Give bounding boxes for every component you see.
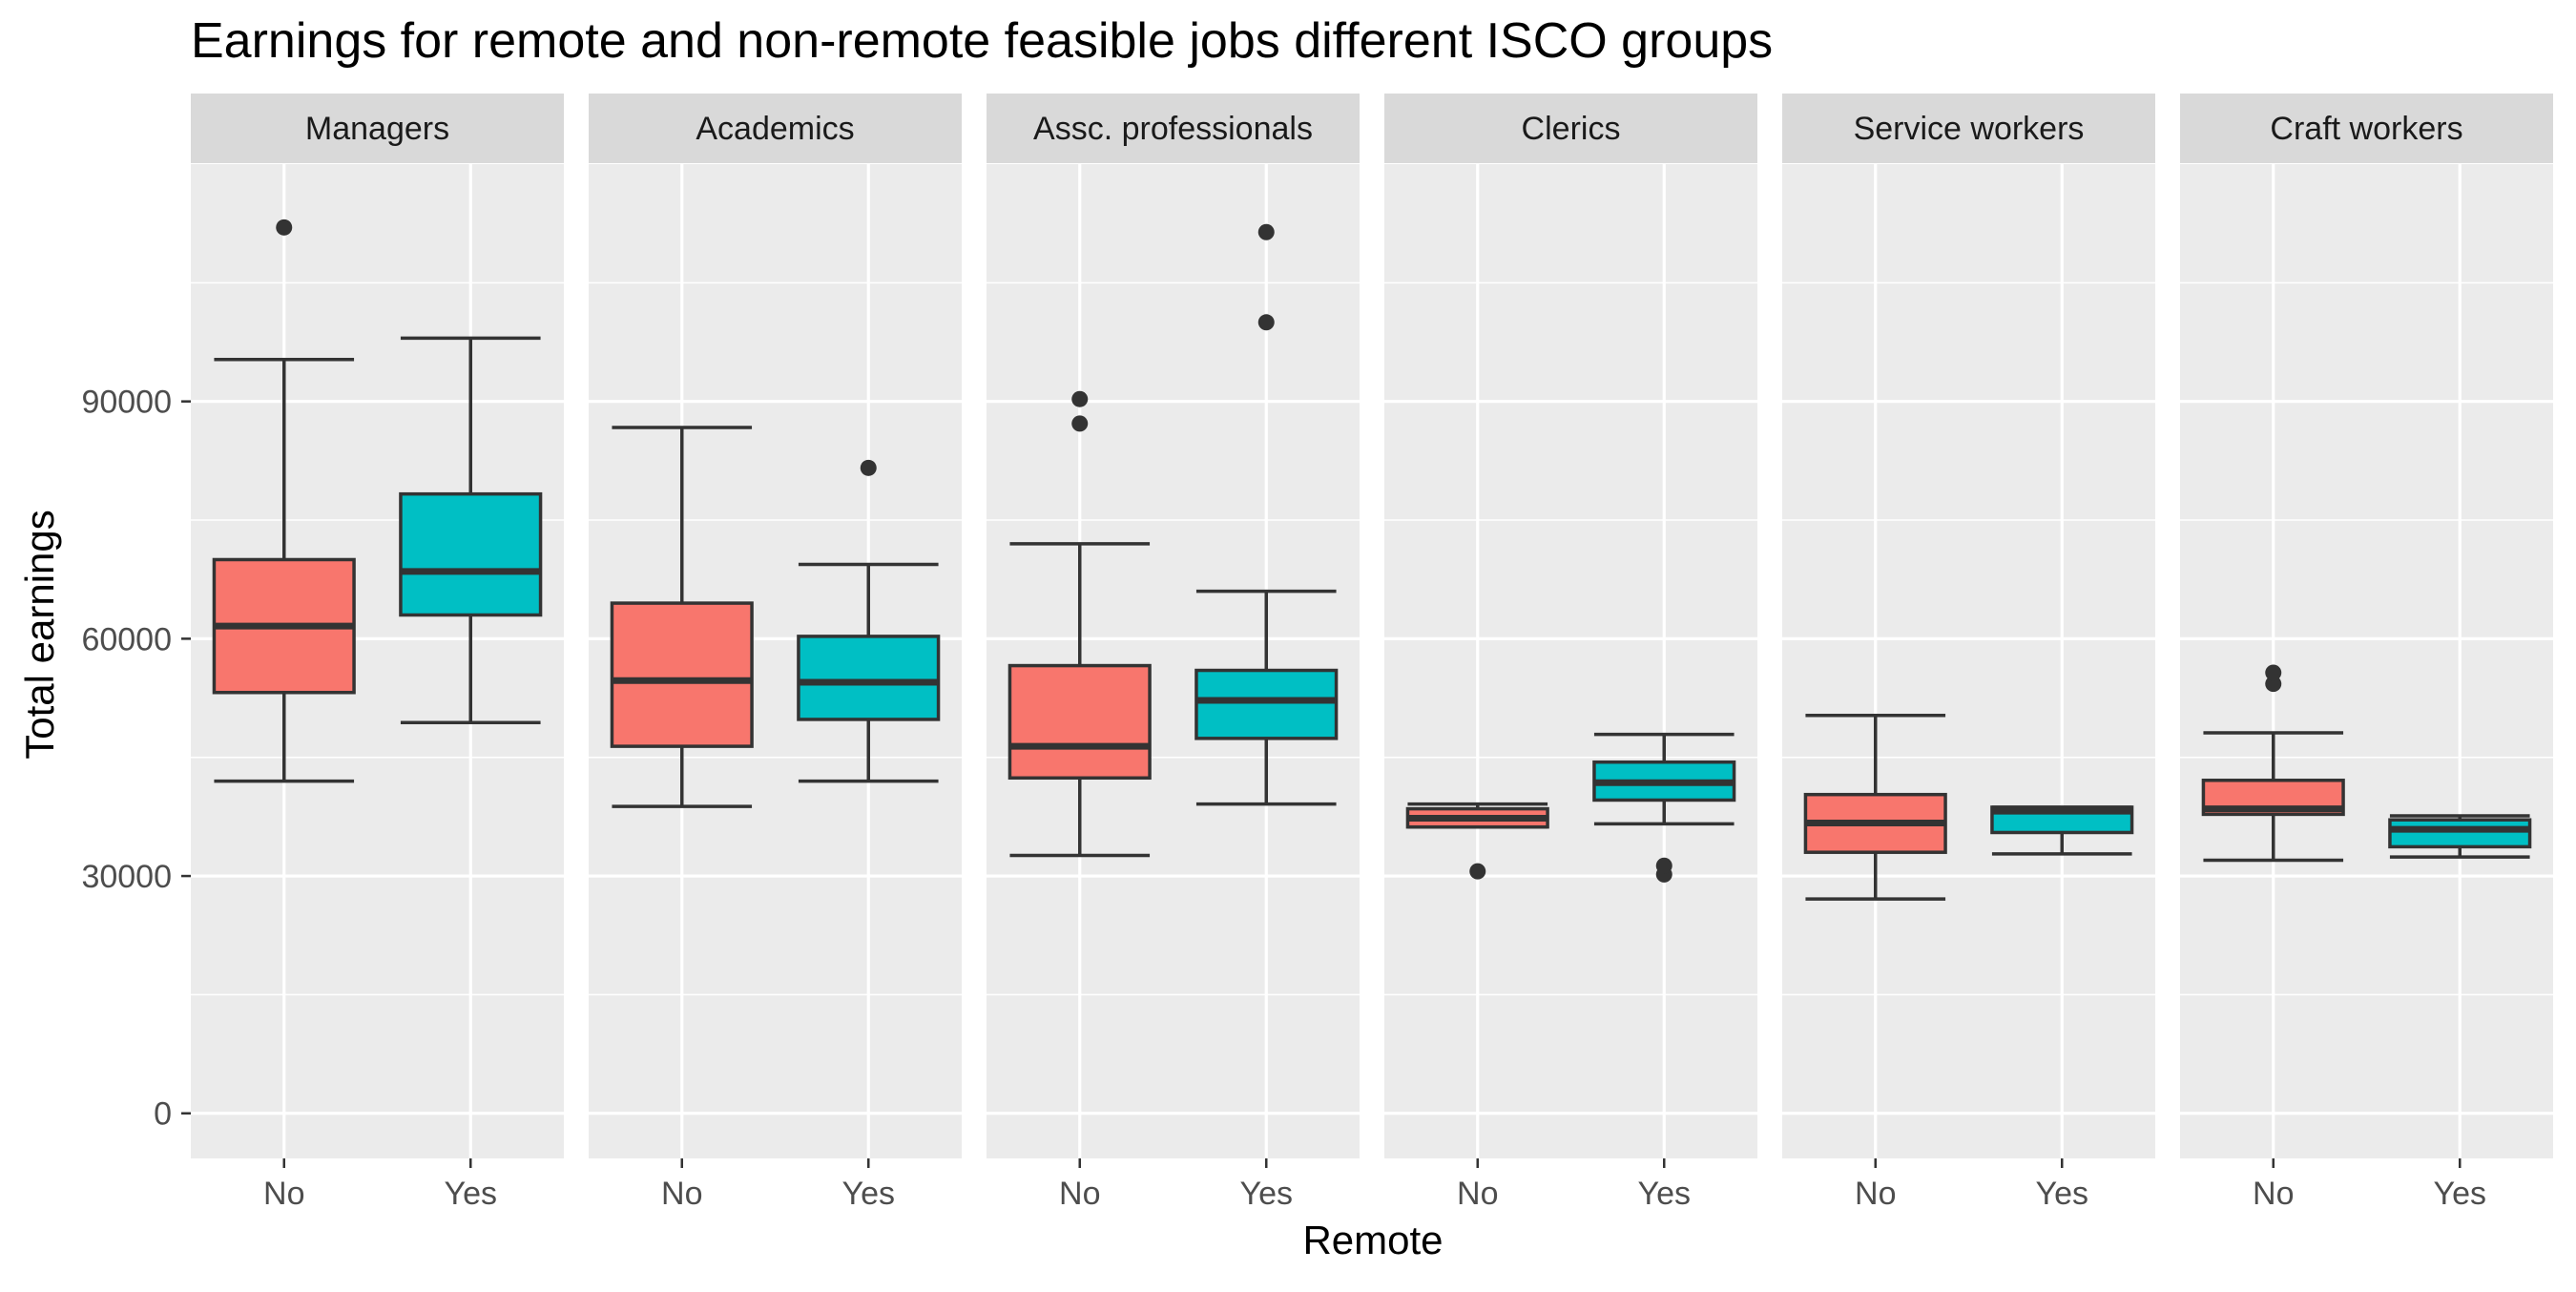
facet-label: Clerics <box>1522 111 1621 147</box>
facet-panel: Managers No Yes <box>191 94 564 1212</box>
chart-title: Earnings for remote and non-remote feasi… <box>191 13 1773 69</box>
box-no <box>1008 390 1152 858</box>
box-no <box>1803 714 1947 901</box>
x-tick-label: No <box>1457 1176 1498 1212</box>
box-yes <box>1195 223 1339 806</box>
x-tick-label: No <box>263 1176 304 1212</box>
facet-strip <box>1384 94 1757 163</box>
facet-label: Craft workers <box>2270 111 2462 147</box>
panel-background <box>1782 164 2155 1158</box>
outlier-point <box>276 219 293 236</box>
outlier-point <box>1257 314 1275 331</box>
x-tick-label: No <box>1855 1176 1896 1212</box>
box-no <box>610 426 754 808</box>
y-tick-label: 0 <box>154 1096 172 1133</box>
outlier-point <box>1071 390 1089 407</box>
y-tick-label: 30000 <box>81 859 172 895</box>
box-body <box>1008 663 1152 781</box>
x-tick-label: Yes <box>2434 1176 2486 1212</box>
outlier-point <box>860 459 877 476</box>
panel-background <box>2180 164 2553 1158</box>
facet-strip <box>987 94 1360 163</box>
box-body <box>2388 818 2532 849</box>
x-tick-label: No <box>2253 1176 2294 1212</box>
x-tick-label: Yes <box>842 1176 895 1212</box>
box-body <box>399 491 543 617</box>
box-body <box>1195 668 1339 740</box>
facet-panel: Service workers No Yes <box>1782 94 2155 1212</box>
facet-panel: Academics No Yes <box>589 94 962 1212</box>
box-yes <box>2388 814 2532 859</box>
facet-panel: Assc. professionals No Yes <box>987 94 1360 1212</box>
box-no <box>1405 802 1549 880</box>
panel-background <box>987 164 1360 1158</box>
facet-label: Academics <box>696 111 854 147</box>
y-tick-label: 90000 <box>81 385 172 421</box>
box-yes <box>1990 805 2134 856</box>
box-yes <box>399 336 543 724</box>
x-tick-label: Yes <box>1638 1176 1691 1212</box>
panel-background <box>1384 164 1757 1158</box>
facet-panel: Clerics No Yes <box>1384 94 1757 1212</box>
x-tick-label: Yes <box>445 1176 497 1212</box>
box-yes <box>797 459 941 783</box>
facet-panel: Craft workers No Yes <box>2180 94 2553 1212</box>
facet-strip <box>1782 94 2155 163</box>
box-no <box>2201 664 2345 863</box>
facet-strip <box>589 94 962 163</box>
box-no <box>212 219 356 783</box>
y-tick-label: 60000 <box>81 621 172 657</box>
box-body <box>610 601 754 748</box>
x-tick-label: No <box>661 1176 702 1212</box>
x-tick-label: Yes <box>1240 1176 1293 1212</box>
box-body <box>797 635 941 721</box>
facet-strip <box>2180 94 2553 163</box>
facet-label: Managers <box>305 111 449 147</box>
facet-strip <box>191 94 564 163</box>
y-axis: 0 30000 60000 90000 <box>81 385 191 1133</box>
outlier-point <box>2265 664 2282 681</box>
outlier-point <box>1469 863 1486 880</box>
x-tick-label: No <box>1059 1176 1100 1212</box>
facet-label: Assc. professionals <box>1033 111 1313 147</box>
x-axis-title: Remote <box>1302 1218 1443 1262</box>
outlier-point <box>1655 857 1672 874</box>
outlier-point <box>1257 223 1275 240</box>
x-tick-label: Yes <box>2036 1176 2088 1212</box>
y-axis-title: Total earnings <box>17 510 62 760</box>
facet-label: Service workers <box>1854 111 2085 147</box>
box-yes <box>1592 732 1736 883</box>
outlier-point <box>1071 415 1089 432</box>
